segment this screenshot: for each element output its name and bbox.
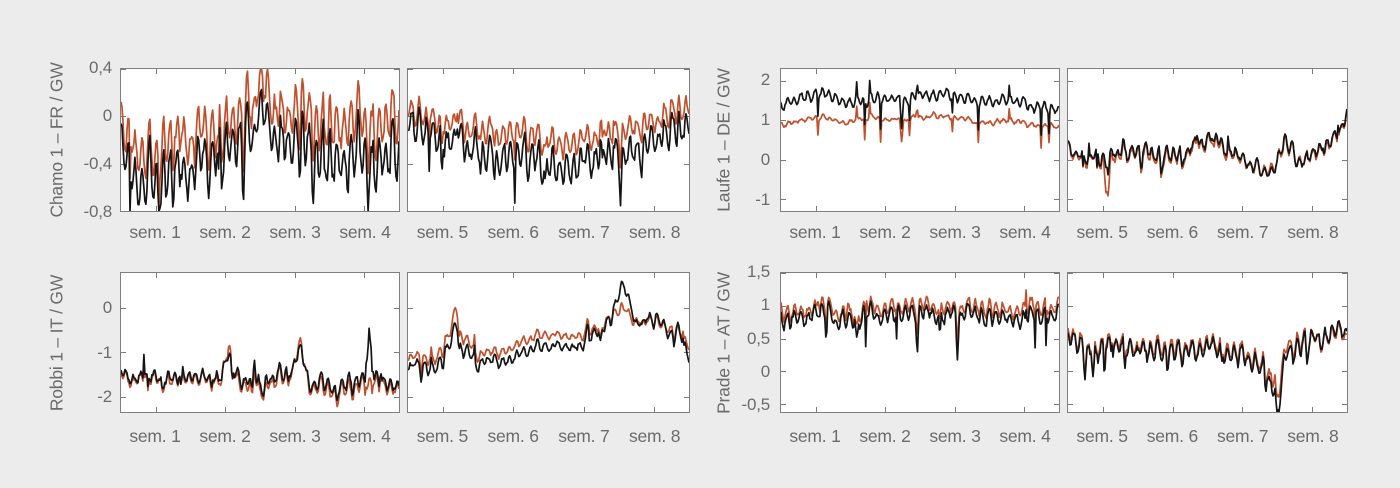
x-tick-label: sem. 6 <box>1146 426 1199 446</box>
chart-panel <box>780 272 1060 413</box>
chart-panel-canvas <box>121 273 399 412</box>
series-line-black <box>781 300 1059 361</box>
series-line-black <box>121 327 399 402</box>
y-tick-label: -2 <box>97 387 112 407</box>
chart-panel <box>407 272 690 413</box>
x-tick-label: sem. 2 <box>199 222 251 242</box>
y-tick-label: 1 <box>760 295 770 315</box>
series-line-black <box>121 88 399 211</box>
chart-panel-canvas <box>781 69 1059 211</box>
chart-panel <box>120 272 400 413</box>
chart-panel-canvas <box>1068 273 1347 412</box>
series-line-orange <box>121 336 399 408</box>
x-tick-label: sem. 3 <box>269 222 321 242</box>
y-tick-label: 0 <box>760 150 770 169</box>
chart-panel-canvas <box>781 273 1059 412</box>
chart-panel <box>407 68 690 212</box>
chart-panel <box>780 68 1060 212</box>
series-line-black <box>408 106 689 207</box>
series-line-black <box>1068 320 1347 412</box>
x-tick-label: sem. 1 <box>789 426 841 446</box>
x-tick-label: sem. 3 <box>929 222 981 242</box>
chart-panel <box>120 68 400 212</box>
x-tick-label: sem. 8 <box>628 222 681 242</box>
x-tick-label: sem. 5 <box>1076 426 1128 446</box>
y-tick-label: -0,8 <box>83 202 113 221</box>
x-tick-label: sem. 4 <box>339 222 391 242</box>
x-tick-label: sem. 5 <box>1076 222 1128 242</box>
x-tick-label: sem. 4 <box>999 426 1051 446</box>
y-tick-label: 0 <box>760 361 770 381</box>
series-line-black <box>408 280 689 383</box>
x-tick-label: sem. 1 <box>789 222 841 242</box>
x-tick-label: sem. 7 <box>558 426 610 446</box>
y-axis-label: Chamo 1 – FR / GW <box>46 62 67 218</box>
y-tick-label: -0,5 <box>741 395 771 415</box>
y-tick-label: 0,5 <box>746 328 770 348</box>
chart-panel-canvas <box>408 273 689 412</box>
x-tick-label: sem. 8 <box>1287 222 1339 242</box>
chart-panel-canvas <box>408 69 689 211</box>
x-tick-label: sem. 1 <box>129 222 181 242</box>
x-tick-label: sem. 1 <box>129 426 181 446</box>
x-tick-label: sem. 6 <box>487 426 539 446</box>
y-tick-label: 1 <box>760 110 770 129</box>
chart-panel <box>1067 68 1348 212</box>
series-line-orange <box>408 94 689 169</box>
y-tick-label: 0 <box>102 106 112 125</box>
x-tick-label: sem. 6 <box>487 222 539 242</box>
x-tick-label: sem. 3 <box>269 426 321 446</box>
x-tick-label: sem. 4 <box>339 426 391 446</box>
y-tick-label: 1,5 <box>746 262 770 281</box>
x-tick-label: sem. 7 <box>1216 426 1269 446</box>
x-tick-label: sem. 2 <box>859 222 911 242</box>
chart-panel <box>1067 272 1348 413</box>
series-line-black <box>1068 108 1347 177</box>
x-tick-label: sem. 4 <box>999 222 1051 242</box>
x-tick-label: sem. 5 <box>416 222 469 242</box>
x-tick-label: sem. 5 <box>416 426 469 446</box>
x-tick-label: sem. 2 <box>199 426 251 446</box>
x-tick-label: sem. 7 <box>558 222 610 242</box>
chart-panel-canvas <box>121 69 399 211</box>
y-tick-label: 2 <box>760 70 770 89</box>
y-tick-label: -0,4 <box>83 154 113 173</box>
y-tick-label: 0,4 <box>88 58 112 77</box>
series-line-orange <box>781 101 1059 149</box>
y-tick-label: -1 <box>97 342 112 362</box>
y-tick-label: -1 <box>755 190 770 209</box>
series-line-orange <box>121 69 399 210</box>
series-line-black <box>781 79 1059 136</box>
series-line-orange <box>408 301 689 375</box>
x-tick-label: sem. 8 <box>1287 426 1339 446</box>
y-tick-label: 0 <box>102 297 112 317</box>
chart-panel-canvas <box>1068 69 1347 211</box>
x-tick-label: sem. 7 <box>1216 222 1269 242</box>
x-tick-label: sem. 6 <box>1146 222 1199 242</box>
x-tick-label: sem. 3 <box>929 426 981 446</box>
x-tick-label: sem. 2 <box>859 426 911 446</box>
x-tick-label: sem. 8 <box>628 426 681 446</box>
